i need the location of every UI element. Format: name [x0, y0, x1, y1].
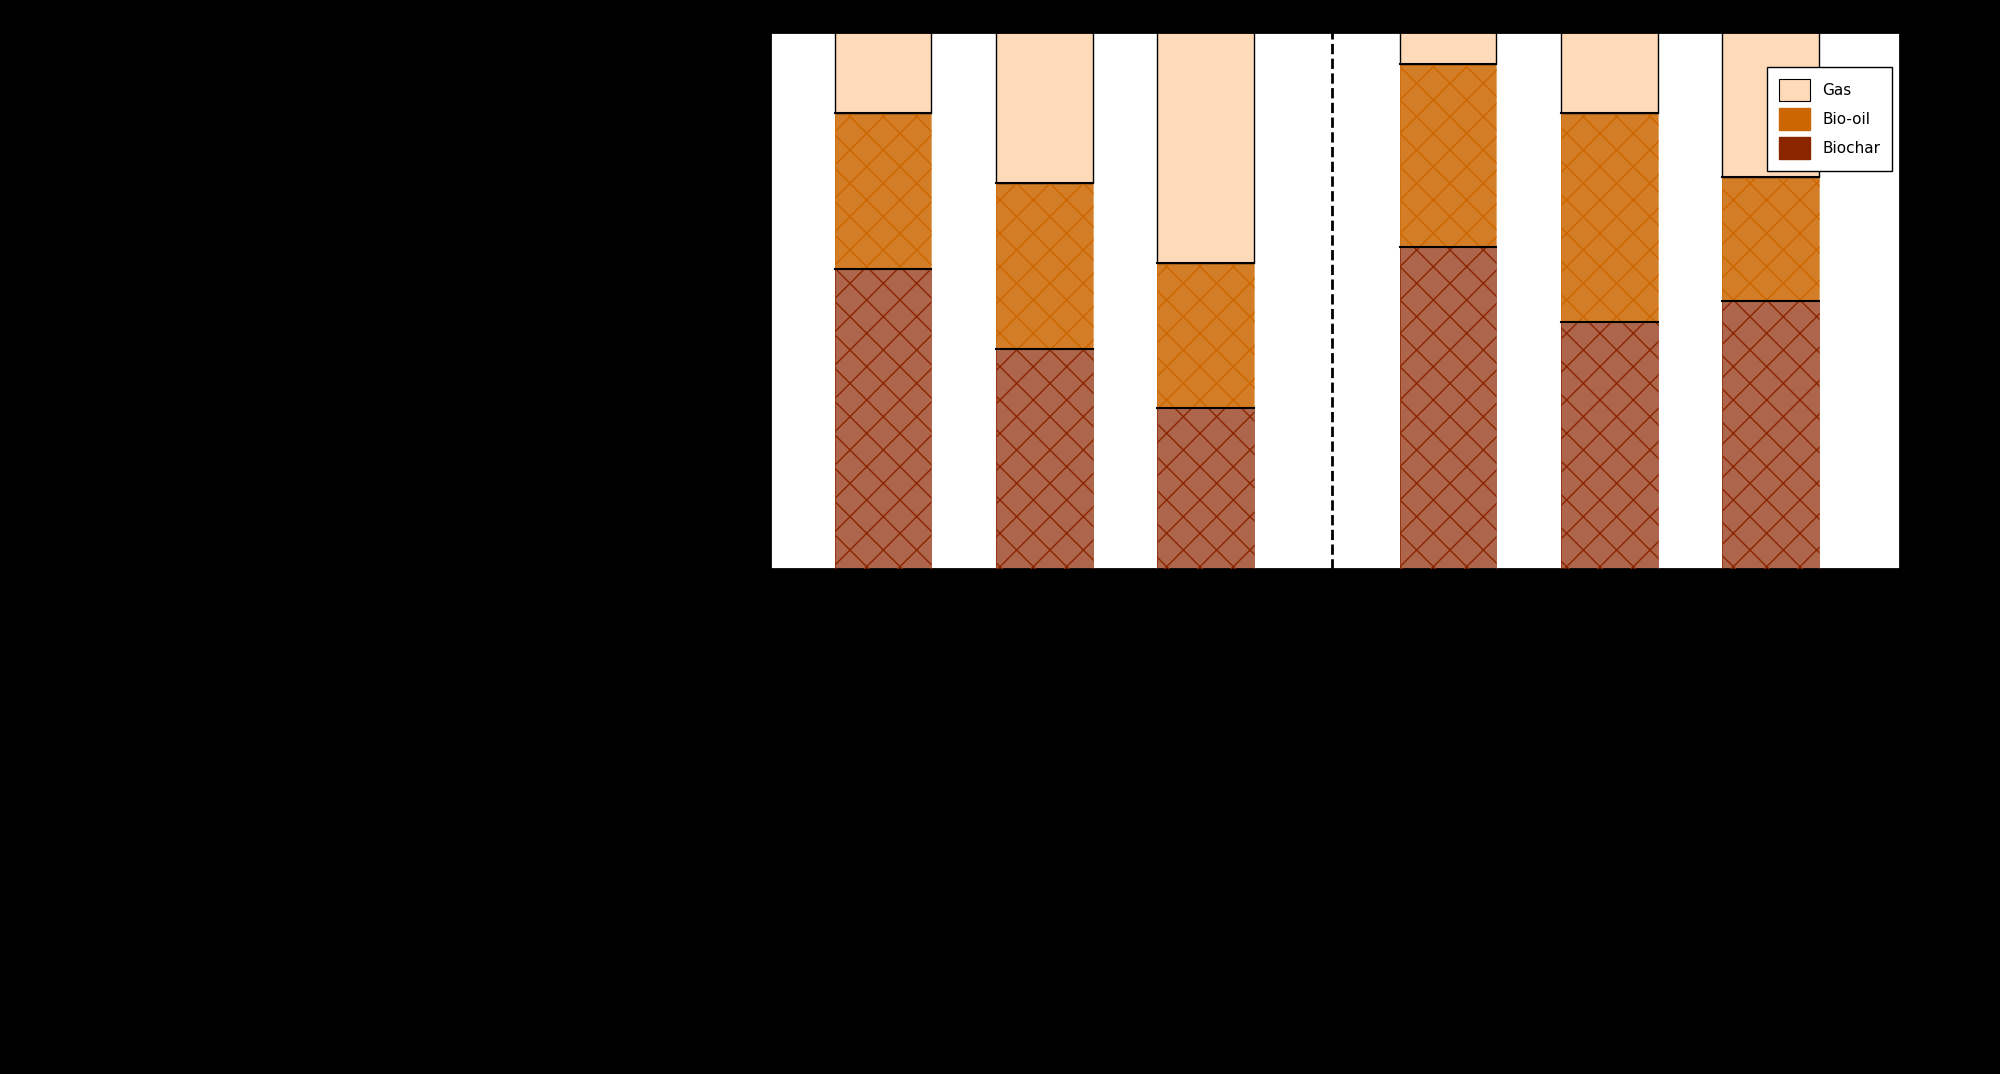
Bar	[996, 349, 1092, 569]
Bar	[1560, 113, 1658, 322]
Bar	[1560, 32, 1658, 113]
Bar	[996, 32, 1092, 183]
Bar	[1560, 113, 1658, 322]
Bar	[996, 183, 1092, 349]
Bar	[1400, 32, 1496, 64]
Bar	[1400, 247, 1496, 569]
Bar	[1560, 113, 1658, 322]
Bar	[1158, 408, 1254, 569]
Bar	[996, 349, 1092, 569]
Bar	[996, 183, 1092, 349]
Bar	[1722, 301, 1820, 569]
Bar	[834, 268, 932, 569]
Bar	[1400, 247, 1496, 569]
Bar	[1560, 322, 1658, 569]
Bar	[834, 113, 932, 268]
Bar	[1400, 64, 1496, 247]
Bar	[1722, 177, 1820, 301]
Bar	[834, 268, 932, 569]
Bar	[1722, 32, 1820, 177]
Bar	[1722, 177, 1820, 301]
X-axis label: Temperature [°C]: Temperature [°C]	[1248, 606, 1422, 624]
Bar	[1158, 263, 1254, 408]
Bar	[1158, 263, 1254, 408]
Bar	[834, 113, 932, 268]
Bar	[1158, 32, 1254, 263]
Bar	[1560, 322, 1658, 569]
Bar	[1722, 301, 1820, 569]
Bar	[834, 268, 932, 569]
Bar	[1158, 408, 1254, 569]
Bar	[1722, 177, 1820, 301]
Bar	[996, 349, 1092, 569]
Bar	[834, 113, 932, 268]
Bar	[1400, 64, 1496, 247]
Bar	[1722, 301, 1820, 569]
Bar	[996, 183, 1092, 349]
Bar	[1158, 263, 1254, 408]
Bar	[1560, 322, 1658, 569]
Bar	[1158, 408, 1254, 569]
Y-axis label: Product Yield [%]: Product Yield [%]	[704, 213, 722, 389]
Bar	[1400, 64, 1496, 247]
Legend: Gas, Bio-oil, Biochar: Gas, Bio-oil, Biochar	[1768, 67, 1892, 171]
Bar	[1400, 247, 1496, 569]
Bar	[834, 32, 932, 113]
